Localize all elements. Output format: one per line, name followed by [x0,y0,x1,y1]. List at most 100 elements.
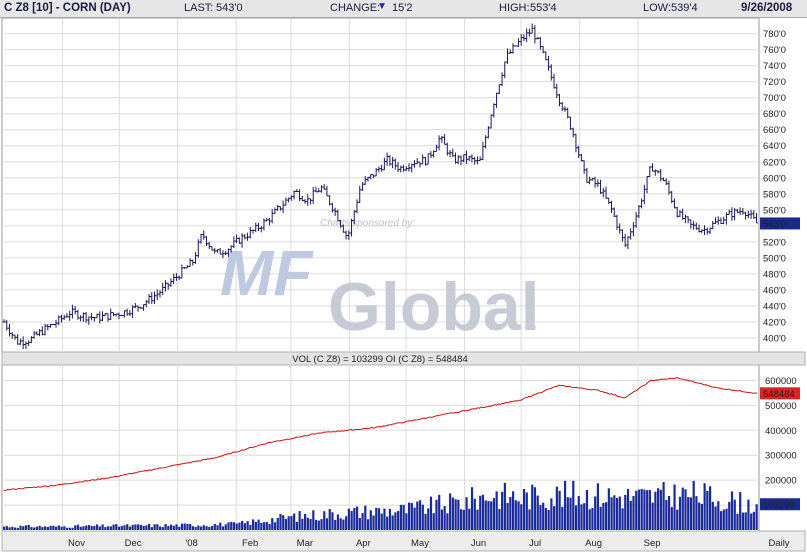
volume-bar [139,524,143,530]
volume-bar [429,496,433,530]
volume-bar [676,509,679,530]
x-tick-label: Feb [242,538,258,549]
volume-bar [695,496,698,530]
volume-bar [709,486,712,530]
volume-bar [572,480,575,530]
volume-bar [298,511,301,530]
volume-bar [279,514,282,530]
volume-bar [109,526,112,530]
volume-bar [309,518,312,530]
price-y-tick-label: 460'0 [763,285,786,296]
volume-bar [224,524,227,530]
volume-bar [544,507,548,530]
chart-header: C Z8 [10] - CORN (DAY) LAST: 543'0 CHANG… [0,0,807,18]
price-ohlc-bar [51,324,55,326]
volume-bar [607,488,610,530]
watermark: Charts sponsored by: MF Global TM [220,218,540,345]
volume-bar [366,519,370,530]
volume-bar [317,520,320,530]
volume-bar [63,526,66,530]
volume-bar [536,495,539,530]
volume-bar [85,525,88,530]
volume-bar [514,500,517,530]
volume-bar [128,526,132,530]
volume-bar [156,524,159,530]
volume-bar [123,525,126,530]
volume-bar [194,526,197,530]
volume-bar [265,522,268,530]
volume-bar [435,499,438,530]
watermark-global-text: Global [328,269,540,345]
volume-bar [175,524,178,530]
volume-bar [158,526,162,530]
price-y-tick-label: 620'0 [763,157,786,168]
volume-bar [142,525,145,530]
low-value: 539'4 [671,2,698,14]
volume-bar [659,489,662,530]
volume-bar [654,491,657,530]
volume-bar [427,508,430,530]
volume-bar [468,508,471,530]
volume-bar [87,525,91,530]
volume-bar [361,513,364,530]
volume-bar [126,524,129,530]
volume-bar [54,526,58,530]
volume-bar [76,524,80,530]
volume-bar [566,497,569,530]
volume-bar [703,483,706,530]
volume-bar [249,525,252,530]
volume-bar [331,512,334,530]
volume-bar [153,524,156,530]
volume-bar [698,502,701,530]
volume-bar [260,522,263,530]
volume-bar [684,489,687,530]
x-tick-label: Mar [297,538,313,549]
volume-bar [375,507,378,530]
volume-bar [388,508,392,530]
volume-bar [580,504,583,530]
volume-bar [71,527,74,530]
volume-bar [465,497,468,530]
volume-bar [558,490,561,530]
volume-bar [347,508,350,530]
volume-bar [24,525,28,530]
volume-bar [484,500,487,530]
volume-bar [167,526,170,530]
volume-bar [495,491,498,530]
price-y-tick-label: 760'0 [763,45,786,56]
volume-bar [104,527,107,530]
volume-bar [577,496,580,530]
volume-bar [383,508,386,530]
volume-bar [618,496,621,530]
volume-bar [717,501,720,530]
price-y-tick-label: 600'0 [763,173,786,184]
volume-bar [531,484,534,530]
volume-bar [169,524,173,530]
volume-bar [213,524,216,530]
volume-bar [509,496,512,530]
volume-bar [11,526,14,530]
volume-bar [216,525,219,530]
volume-bar [443,506,446,530]
volume-bar [38,525,41,530]
volume-bar [273,522,277,530]
volume-bar [440,509,444,530]
volume-bar [416,501,419,530]
volume-bar [268,523,271,530]
volume-bar [336,514,340,530]
volume-bar [451,497,454,530]
volume-bar [200,526,203,530]
volume-bar [96,524,99,530]
volume-bar [449,493,452,530]
volume-bar [462,509,465,530]
change-value: 15'2 [392,2,413,14]
volume-bar [290,516,293,530]
volume-bar [744,512,747,530]
volume-bar [730,491,734,530]
volume-y-tick-label: 500000 [765,401,797,412]
volume-bar [230,521,233,530]
volume-bar [93,525,96,530]
volume-bar [262,522,266,530]
